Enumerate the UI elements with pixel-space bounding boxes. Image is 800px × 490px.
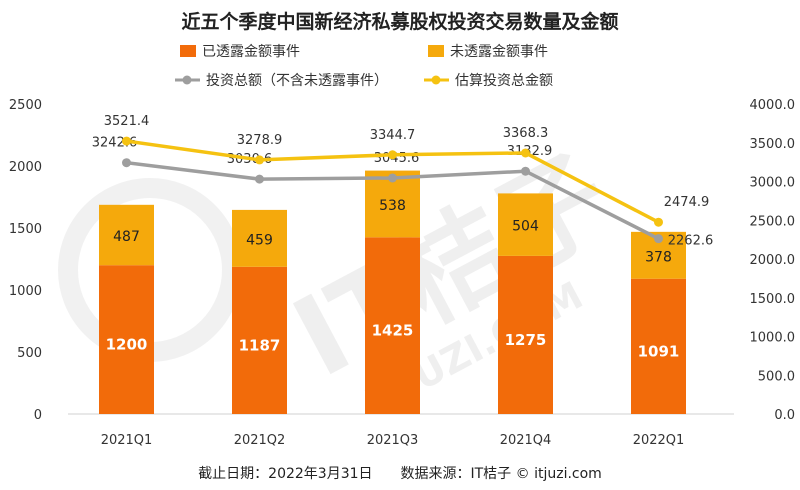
y-axis-left: 0 500 1000 1500 2000 2500 [9, 98, 42, 423]
bar-disclosed-value-label: 1275 [505, 331, 547, 349]
y-right-tick-label: 3000.0 [750, 176, 796, 191]
bar-disclosed-value-label: 1187 [239, 336, 281, 354]
legend-label-estimated: 估算投资总金额 [455, 73, 553, 89]
bar-undisclosed-value-label: 538 [379, 198, 406, 214]
footer-source: 截止日期：2022年3月31日 数据来源：IT桔子 © itjuzi.com [198, 466, 602, 482]
x-axis: 2021Q1 2021Q2 2021Q3 2021Q4 2022Q1 [101, 433, 685, 448]
chart-title: 近五个季度中国新经济私募股权投资交易数量及金额 [181, 10, 618, 33]
bar-undisclosed-value-label: 378 [645, 249, 672, 265]
x-tick-label: 2021Q3 [367, 433, 419, 448]
bar-undisclosed [99, 204, 154, 266]
bar-disclosed [99, 265, 154, 414]
line-point-total [654, 234, 663, 244]
line-value-label-estimated: 3368.3 [503, 126, 549, 141]
y-left-tick-label: 2000 [9, 160, 42, 175]
lines: 3242.63030.63045.63132.92262.63521.43278… [92, 114, 714, 249]
legend-label-disclosed: 已透露金额事件 [202, 44, 300, 60]
legend-label-total: 投资总额（不含未透露事件） [206, 73, 388, 89]
line-point-total [122, 158, 131, 168]
line-point-total [388, 173, 397, 183]
y-axis-right: 0.0 500.0 1000.0 1500.0 2000.0 2500.0 3000.0 35… [750, 98, 796, 423]
y-left-tick-label: 1500 [9, 222, 42, 237]
bar-undisclosed-value-label: 504 [512, 219, 539, 235]
line-value-label-estimated: 3278.9 [237, 133, 283, 148]
line-value-label-estimated: 3344.7 [370, 128, 416, 143]
x-tick-label: 2022Q1 [633, 433, 685, 448]
legend-marker-total [182, 75, 192, 85]
line-point-estimated [521, 148, 530, 158]
y-right-tick-label: 0.0 [774, 408, 795, 423]
line-point-estimated [255, 155, 264, 165]
line-point-estimated [122, 136, 131, 146]
bar-disclosed-value-label: 1425 [372, 322, 414, 340]
y-right-tick-label: 2000.0 [750, 253, 796, 268]
y-left-tick-label: 0 [34, 408, 42, 423]
legend-marker-estimated [431, 75, 441, 85]
bar-disclosed-value-label: 1200 [106, 336, 148, 354]
bar-disclosed [232, 266, 287, 414]
bars: 1200 487 1187 459 1425 538 1275 504 1091 378 [99, 170, 686, 414]
legend-swatch-undisclosed [428, 45, 444, 57]
x-tick-label: 2021Q2 [234, 433, 286, 448]
bar-disclosed [498, 255, 553, 414]
y-left-tick-label: 500 [17, 346, 42, 361]
bar-undisclosed [232, 209, 287, 267]
legend-swatch-disclosed [180, 45, 196, 57]
y-right-tick-label: 500.0 [758, 369, 795, 384]
line-point-estimated [388, 150, 397, 160]
x-tick-label: 2021Q1 [101, 433, 153, 448]
line-value-label-estimated: 2474.9 [664, 195, 710, 210]
y-left-tick-label: 1000 [9, 284, 42, 299]
y-right-tick-label: 1500.0 [750, 292, 796, 307]
bar-disclosed [365, 237, 420, 414]
y-right-tick-label: 1000.0 [750, 331, 796, 346]
y-right-tick-label: 4000.0 [750, 98, 796, 113]
line-value-label-estimated: 3521.4 [104, 114, 150, 129]
line-value-label-total: 2262.6 [668, 234, 714, 249]
legend: 已透露金额事件 未透露金额事件 投资总额（不含未透露事件） 估算投资总金额 [175, 44, 553, 89]
y-right-tick-label: 3500.0 [750, 137, 796, 152]
bar-undisclosed-value-label: 459 [246, 232, 273, 248]
y-right-tick-label: 2500.0 [750, 214, 796, 229]
bar-undisclosed [498, 193, 553, 256]
line-point-total [521, 166, 530, 176]
bar-disclosed-value-label: 1091 [638, 342, 680, 360]
bar-undisclosed-value-label: 487 [113, 229, 140, 245]
bar-disclosed [631, 278, 686, 414]
x-tick-label: 2021Q4 [500, 433, 552, 448]
line-point-total [255, 174, 264, 184]
legend-label-undisclosed: 未透露金额事件 [450, 44, 548, 60]
line-point-estimated [654, 217, 663, 227]
y-left-tick-label: 2500 [9, 98, 42, 113]
